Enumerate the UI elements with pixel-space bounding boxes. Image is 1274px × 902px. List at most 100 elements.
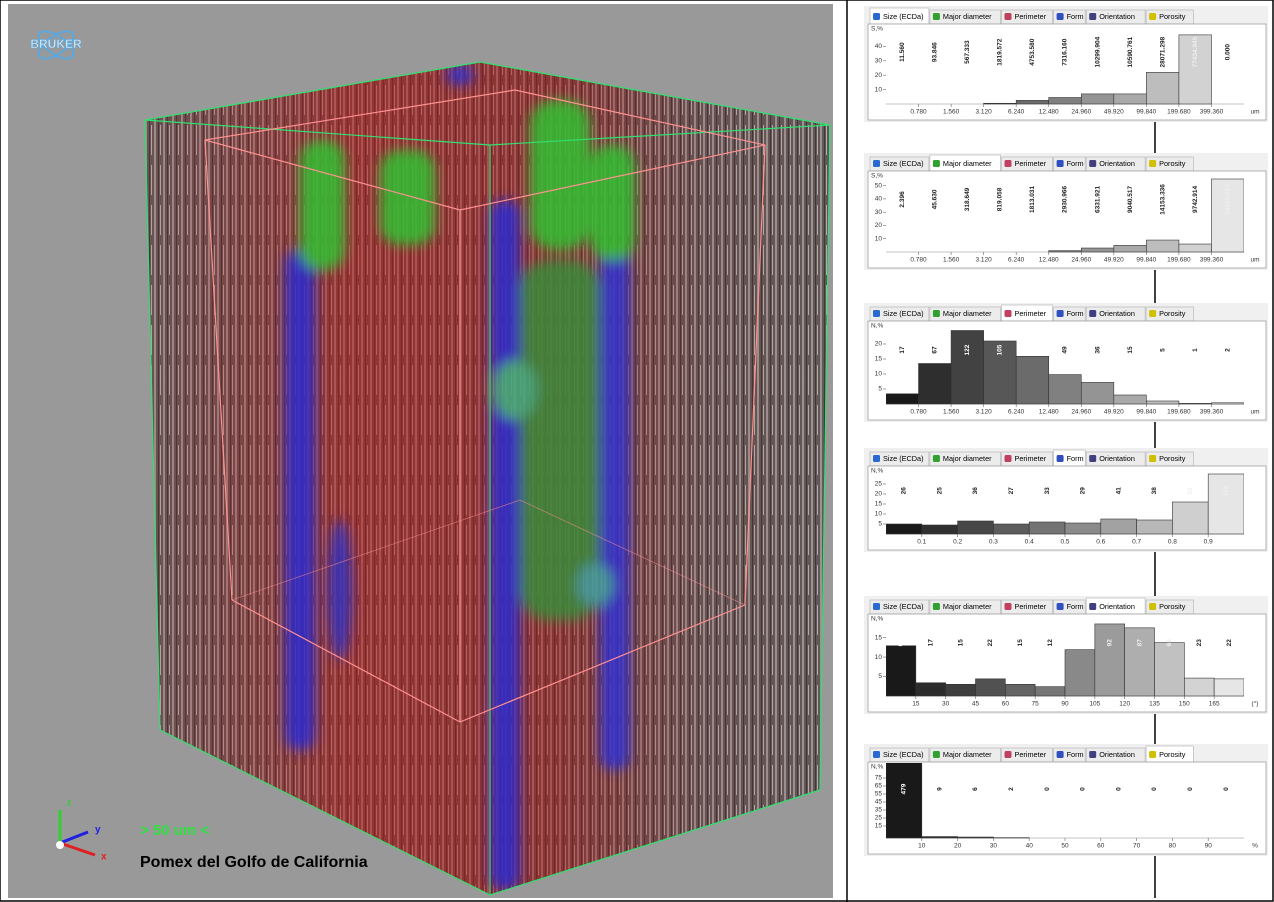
tab-icon (933, 160, 940, 167)
count-label: 93.846 (932, 42, 939, 62)
y-tick-label: 25 (875, 815, 883, 822)
tab[interactable]: Perimeter (1002, 748, 1053, 762)
y-tick-label: 55 (875, 791, 883, 798)
tab-icon (1149, 455, 1156, 462)
tab[interactable]: Size (ECDa) (870, 8, 929, 24)
tab-icon (933, 751, 940, 758)
bar (1125, 628, 1155, 696)
tab-label: Major diameter (943, 12, 992, 21)
count-label: 158 (1223, 485, 1230, 496)
tab[interactable]: Major diameter (930, 155, 1001, 171)
y-axis-label: N,% (871, 468, 884, 475)
tab-label: Perimeter (1015, 602, 1047, 611)
count-label: 6331.921 (1094, 186, 1101, 213)
count-label: 41 (1115, 487, 1122, 495)
tab[interactable]: Orientation (1086, 452, 1145, 466)
count-label: 567.333 (964, 40, 971, 64)
tab-label: Form (1067, 309, 1084, 318)
bar (1035, 687, 1065, 696)
bar (1065, 523, 1101, 534)
tab-label: Size (ECDa) (883, 602, 924, 611)
tab[interactable]: Orientation (1086, 10, 1145, 24)
count-label: 33 (1044, 487, 1051, 495)
tab[interactable]: Major diameter (930, 600, 1001, 614)
tab-label: Size (ECDa) (883, 309, 924, 318)
tab[interactable]: Major diameter (930, 452, 1001, 466)
count-label: 26 (901, 487, 908, 495)
bar (886, 524, 922, 534)
x-tick-label: 0.9 (1204, 539, 1213, 546)
x-tick-label: 105 (1089, 701, 1100, 708)
tab-icon (1057, 455, 1064, 462)
y-tick-label: 45 (875, 799, 883, 806)
count-label: 27 (1008, 487, 1015, 495)
tab-icon (873, 13, 880, 20)
tab-label: Major diameter (943, 309, 992, 318)
tab[interactable]: Size (ECDa) (870, 157, 929, 171)
histogram-panel: Size (ECDa) Major diameter Perimeter Form Or… (864, 303, 1268, 422)
bar (1114, 94, 1147, 104)
tab-icon (1005, 310, 1012, 317)
count-label: 2 (1224, 348, 1231, 352)
tab-label: Orientation (1099, 309, 1135, 318)
tab[interactable]: Perimeter (1002, 157, 1053, 171)
x-tick-label: 120 (1119, 701, 1130, 708)
tab-icon (1057, 13, 1064, 20)
tab[interactable]: Porosity (1146, 600, 1193, 614)
count-label: 15 (1017, 639, 1024, 647)
tab-label: Orientation (1099, 454, 1135, 463)
x-tick-label: 24.960 (1071, 109, 1091, 116)
count-label: 0 (1115, 787, 1122, 791)
tab[interactable]: Form (1054, 307, 1086, 321)
tab[interactable]: Perimeter (1002, 600, 1053, 614)
y-tick-label: 30 (875, 58, 883, 65)
tab[interactable]: Major diameter (930, 10, 1001, 24)
bar (1049, 251, 1082, 252)
y-tick-label: 15 (875, 634, 883, 641)
tab[interactable]: Porosity (1146, 157, 1193, 171)
y-tick-label: 35 (875, 807, 883, 814)
tab[interactable]: Form (1054, 10, 1086, 24)
tab[interactable]: Perimeter (1002, 10, 1053, 24)
chart-area (868, 171, 1266, 268)
tab-icon (1005, 13, 1012, 20)
tab[interactable]: Form (1054, 600, 1086, 614)
tab[interactable]: Perimeter (1002, 452, 1053, 466)
tab[interactable]: Size (ECDa) (870, 307, 929, 321)
tab[interactable]: Form (1054, 748, 1086, 762)
tab[interactable]: Porosity (1146, 307, 1193, 321)
x-tick-label: 50 (1061, 843, 1069, 850)
tab[interactable]: Orientation (1086, 307, 1145, 321)
tab[interactable]: Perimeter (1002, 305, 1053, 321)
bar (1184, 678, 1214, 696)
count-label: 38 (1151, 487, 1158, 495)
tab[interactable]: Major diameter (930, 748, 1001, 762)
tab[interactable]: Form (1054, 450, 1086, 466)
tab[interactable]: Size (ECDa) (870, 600, 929, 614)
count-label: 0 (1044, 787, 1051, 791)
tab[interactable]: Porosity (1146, 10, 1193, 24)
tab[interactable]: Orientation (1086, 598, 1145, 614)
tab-icon (1005, 751, 1012, 758)
bar (1005, 684, 1035, 696)
count-label: 25 (936, 487, 943, 495)
tab[interactable]: Size (ECDa) (870, 452, 929, 466)
y-tick-label: 40 (875, 196, 883, 203)
tab[interactable]: Orientation (1086, 748, 1145, 762)
tab[interactable]: Size (ECDa) (870, 748, 929, 762)
count-label: 122 (964, 344, 971, 355)
bar (1155, 643, 1185, 696)
bar (1179, 403, 1212, 404)
count-label: 6 (972, 787, 979, 791)
tab[interactable]: Orientation (1086, 157, 1145, 171)
tab[interactable]: Major diameter (930, 307, 1001, 321)
tab-icon (1057, 751, 1064, 758)
x-tick-label: 0.4 (1025, 539, 1034, 546)
tab[interactable]: Porosity (1146, 746, 1193, 762)
tab[interactable]: Porosity (1146, 452, 1193, 466)
count-label: 22 (1226, 639, 1233, 647)
tab[interactable]: Form (1054, 157, 1086, 171)
count-label: 36 (1094, 346, 1101, 354)
tab-icon (1005, 455, 1012, 462)
